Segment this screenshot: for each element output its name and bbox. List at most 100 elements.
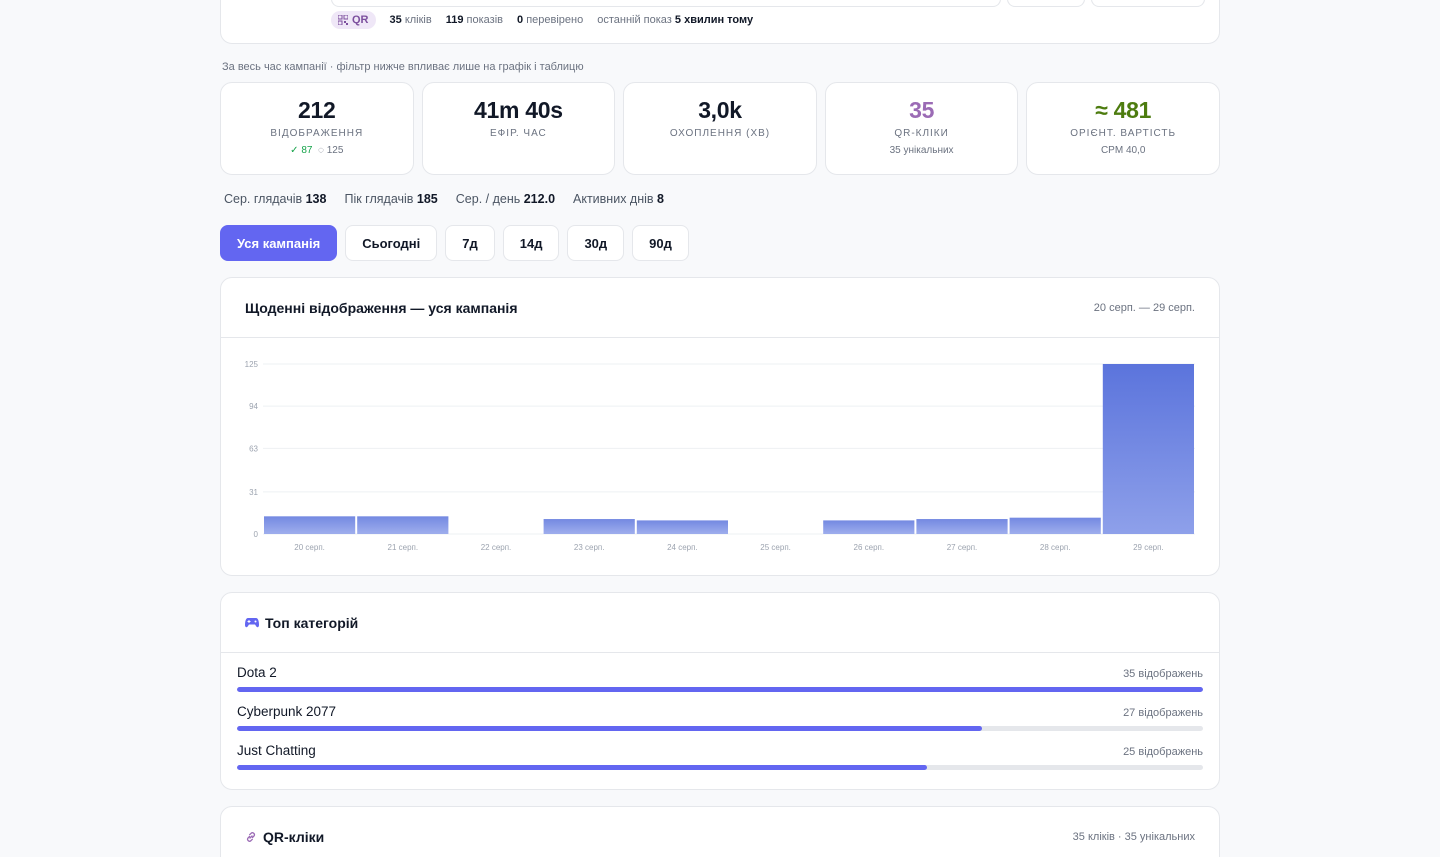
filter-14d[interactable]: 14д xyxy=(502,225,560,261)
x-tick-label: 21 серп. xyxy=(388,543,419,552)
filter-all-campaign[interactable]: Уся кампанія xyxy=(220,225,338,261)
kpi-value: ≈ 481 xyxy=(1095,97,1152,123)
copy-button[interactable] xyxy=(1007,0,1085,7)
campaign-url-field[interactable] xyxy=(331,0,1001,7)
x-tick-label: 23 серп. xyxy=(574,543,605,552)
filter-today[interactable]: Сьогодні xyxy=(345,225,438,261)
kpi-impressions: 212 Відображення ✓ 87 ◌ 125 xyxy=(220,82,414,175)
filter-7d[interactable]: 7д xyxy=(445,225,495,261)
x-tick-label: 25 серп. xyxy=(760,543,791,552)
x-tick-label: 22 серп. xyxy=(481,543,512,552)
shows-stat: 119 показів xyxy=(445,14,503,26)
x-tick-label: 24 серп. xyxy=(667,543,698,552)
unverified-count: ◌ 125 xyxy=(318,145,344,156)
gamepad-icon xyxy=(245,618,259,628)
kpi-airtime: 41m 40s Ефір. час xyxy=(421,82,616,175)
category-count: 25 відображень xyxy=(1123,746,1203,758)
viewer-stats: Сер. глядачів 138 Пік глядачів 185 Сер. … xyxy=(224,192,664,206)
stat-avg-viewers: Сер. глядачів 138 xyxy=(224,192,327,206)
link-icon xyxy=(246,832,256,842)
y-tick-label: 31 xyxy=(249,488,258,497)
qr-badge: QR xyxy=(331,11,376,29)
qr-clicks-title: QR-кліки xyxy=(245,829,324,845)
last-show-stat: останній показ 5 хвилин тому xyxy=(597,14,754,26)
clicks-stat: 35 кліків xyxy=(389,14,432,26)
kpi-label: Відображення xyxy=(270,128,364,139)
card-header: Щоденні відображення — уся кампанія 20 с… xyxy=(221,278,1219,338)
x-tick-label: 29 серп. xyxy=(1133,543,1164,552)
stat-peak-viewers: Пік глядачів 185 xyxy=(344,192,438,206)
chart-bar xyxy=(1009,517,1101,534)
category-bar xyxy=(237,726,1203,731)
kpi-label: Ефір. час xyxy=(490,128,547,139)
kpi-qr-clicks: 35 QR-кліки 35 унікальних xyxy=(824,82,1019,175)
campaign-summary: QR 35 кліків 119 показів 0 перевірено ос… xyxy=(331,11,753,29)
category-bar xyxy=(237,687,1203,692)
qr-clicks-meta: 35 кліків · 35 унікальних xyxy=(1072,831,1195,843)
filter-30d[interactable]: 30д xyxy=(567,225,625,261)
kpi-sub: CPM 40,0 xyxy=(1100,145,1146,156)
verified-stat: 0 перевірено xyxy=(517,14,584,26)
kpi-value: 35 xyxy=(909,97,935,123)
categories-title-label: Топ категорій xyxy=(265,614,359,631)
x-tick-label: 26 серп. xyxy=(854,543,885,552)
chart-bar xyxy=(357,516,449,534)
category-name: Dota 2 xyxy=(237,665,277,680)
kpi-sub: 35 унікальних xyxy=(889,145,954,156)
kpi-value: 3,0k xyxy=(698,97,742,123)
stat-active-days: Активних днів 8 xyxy=(573,192,664,206)
qr-clicks-card: QR-кліки 35 кліків · 35 унікальних xyxy=(220,806,1220,857)
kpi-label: Орієнт. вартість xyxy=(1070,128,1177,139)
kpi-est-cost: ≈ 481 Орієнт. вартість CPM 40,0 xyxy=(1026,82,1220,175)
list-item: Dota 2 35 відображень xyxy=(237,665,1203,692)
x-tick-label: 28 серп. xyxy=(1040,543,1071,552)
kpi-reach: 3,0k Охоплення (хв) xyxy=(623,82,817,175)
category-bar-fill xyxy=(237,687,1203,692)
qr-clicks-title-label: QR-кліки xyxy=(263,829,325,845)
kpi-row: 212 Відображення ✓ 87 ◌ 125 41m 40s Ефір… xyxy=(220,82,1220,175)
chart-bar xyxy=(264,516,356,534)
kpi-value: 41m 40s xyxy=(474,97,563,123)
card-header: Топ категорій xyxy=(221,593,1219,653)
y-tick-label: 125 xyxy=(245,360,259,369)
daily-impressions-chart: 0 31 63 94 125 20 серп. 21 серп. 22 серп. 23 сер… xyxy=(245,360,1195,552)
period-note: За весь час кампанії · фільтр нижче впли… xyxy=(222,61,584,73)
stat-avg-per-day: Сер. / день 212.0 xyxy=(455,192,556,206)
categories-title: Топ категорій xyxy=(245,615,358,631)
category-name: Just Chatting xyxy=(237,743,316,758)
y-tick-label: 0 xyxy=(254,530,259,539)
category-count: 35 відображень xyxy=(1123,668,1203,680)
category-bar-fill xyxy=(237,765,927,770)
kpi-value: 212 xyxy=(298,97,336,123)
verified-count: ✓ 87 xyxy=(290,145,313,156)
category-list: Dota 2 35 відображень Cyberpunk 2077 27 ві… xyxy=(221,653,1219,770)
qr-code-icon xyxy=(338,15,348,25)
chart-range: 20 серп. — 29 серп. xyxy=(1093,301,1195,314)
campaign-card: QR 35 кліків 119 показів 0 перевірено ос… xyxy=(220,0,1220,44)
chart-bar xyxy=(823,520,915,534)
x-tick-label: 27 серп. xyxy=(947,543,978,552)
chart-bar xyxy=(543,519,635,534)
category-bar-fill xyxy=(237,726,982,731)
list-item: Cyberpunk 2077 27 відображень xyxy=(237,704,1203,731)
list-item: Just Chatting 25 відображень xyxy=(237,743,1203,770)
chart-title: Щоденні відображення — уся кампанія xyxy=(245,299,518,316)
chart-bar xyxy=(916,519,1008,534)
kpi-label: Охоплення (хв) xyxy=(669,128,771,139)
daily-impressions-card: Щоденні відображення — уся кампанія 20 с… xyxy=(220,277,1220,576)
kpi-label: QR-кліки xyxy=(894,128,949,139)
filter-90d[interactable]: 90д xyxy=(632,225,689,261)
category-bar xyxy=(237,765,1203,770)
download-button[interactable] xyxy=(1091,0,1205,7)
top-categories-card: Топ категорій Dota 2 35 відображень Cyber… xyxy=(220,592,1220,790)
x-tick-label: 20 серп. xyxy=(294,543,325,552)
y-tick-label: 63 xyxy=(249,444,258,453)
card-header: QR-кліки 35 кліків · 35 унікальних xyxy=(221,807,1219,857)
chart-bar xyxy=(636,520,728,534)
category-name: Cyberpunk 2077 xyxy=(237,704,337,719)
qr-badge-label: QR xyxy=(352,14,369,26)
category-count: 27 відображень xyxy=(1123,707,1203,719)
chart-bar xyxy=(1102,364,1194,534)
kpi-sub: ✓ 87 ◌ 125 xyxy=(221,145,413,156)
y-tick-label: 94 xyxy=(249,402,258,411)
